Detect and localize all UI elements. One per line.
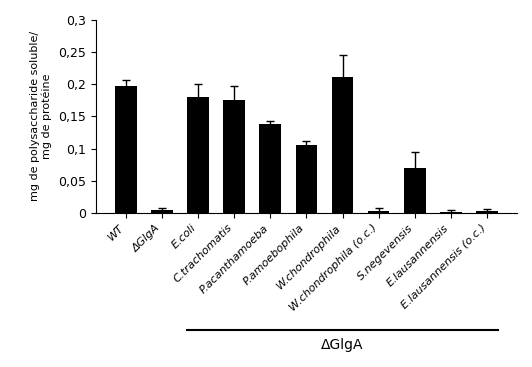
Bar bbox=[476, 211, 498, 213]
Y-axis label: mg de polysaccharide soluble/
mg de protéine: mg de polysaccharide soluble/ mg de prot… bbox=[30, 31, 53, 201]
Bar bbox=[115, 86, 137, 213]
Bar bbox=[331, 77, 353, 213]
Bar bbox=[223, 100, 245, 213]
Bar bbox=[368, 211, 389, 213]
Bar bbox=[440, 211, 462, 213]
Bar bbox=[260, 124, 281, 213]
Bar bbox=[151, 210, 173, 213]
Bar bbox=[187, 97, 209, 213]
Bar bbox=[296, 145, 317, 213]
Text: ΔGlgA: ΔGlgA bbox=[321, 338, 364, 352]
Bar bbox=[404, 168, 426, 213]
